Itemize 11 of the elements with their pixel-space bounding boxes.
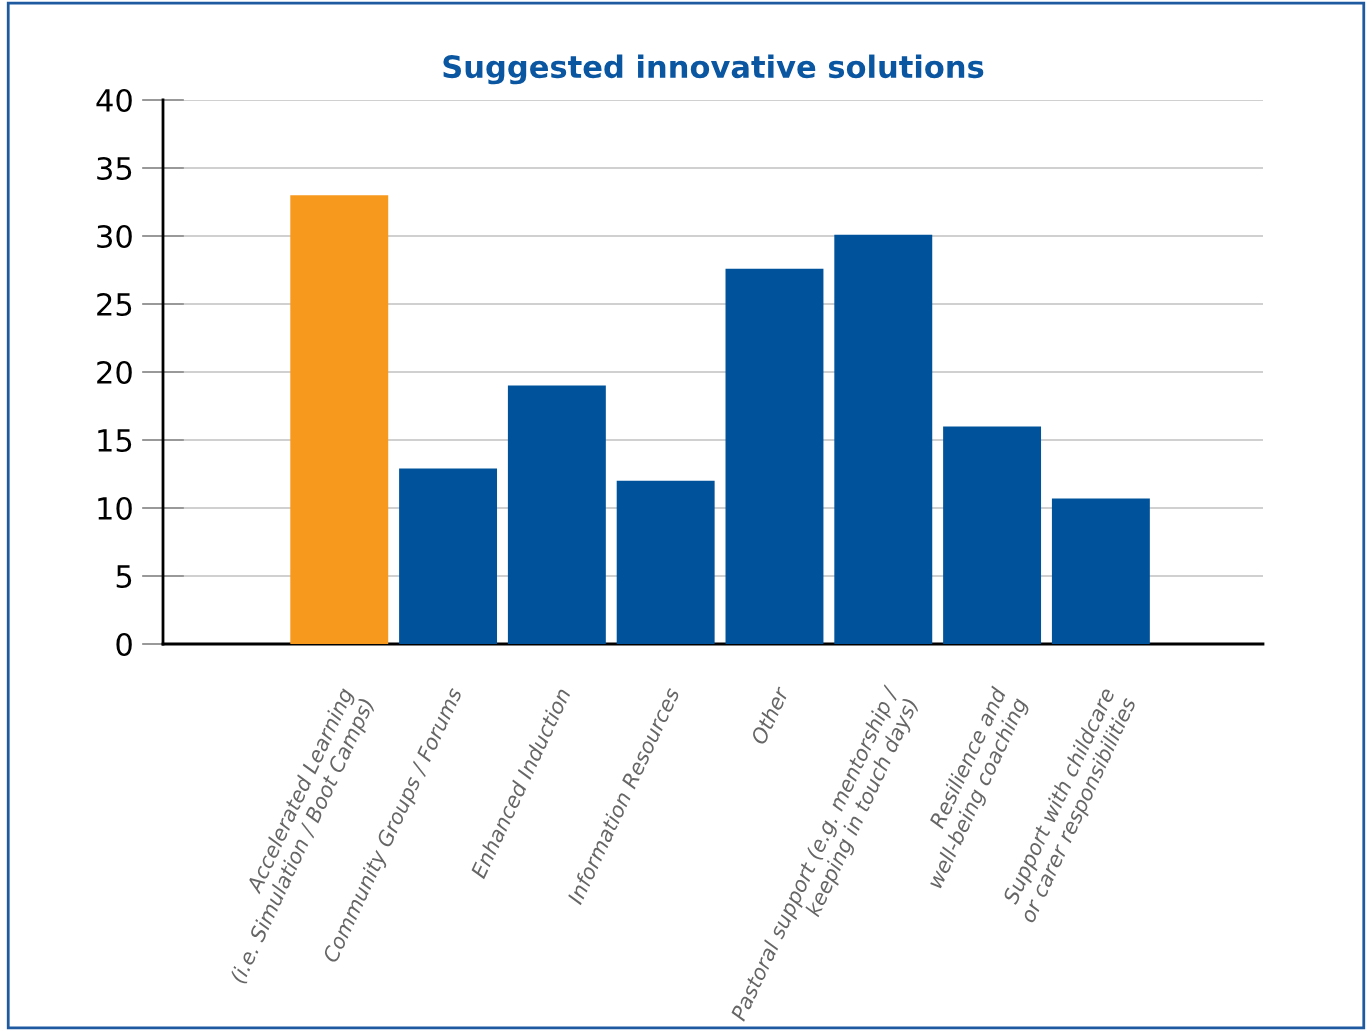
y-tick-label: 0 <box>116 632 132 657</box>
y-tick-label: 20 <box>97 360 132 385</box>
y-tick-label: 15 <box>98 429 132 453</box>
x-tick-label: Other <box>749 684 790 746</box>
y-tick-label: 40 <box>96 88 132 113</box>
y-tick-label: 30 <box>97 224 132 249</box>
chart-title: Suggested innovative solutions <box>443 54 984 85</box>
y-tick-label: 35 <box>97 156 132 181</box>
y-tick-label: 5 <box>116 565 132 589</box>
y-tick-label: 10 <box>98 496 132 521</box>
y-tick-label: 25 <box>97 292 132 317</box>
